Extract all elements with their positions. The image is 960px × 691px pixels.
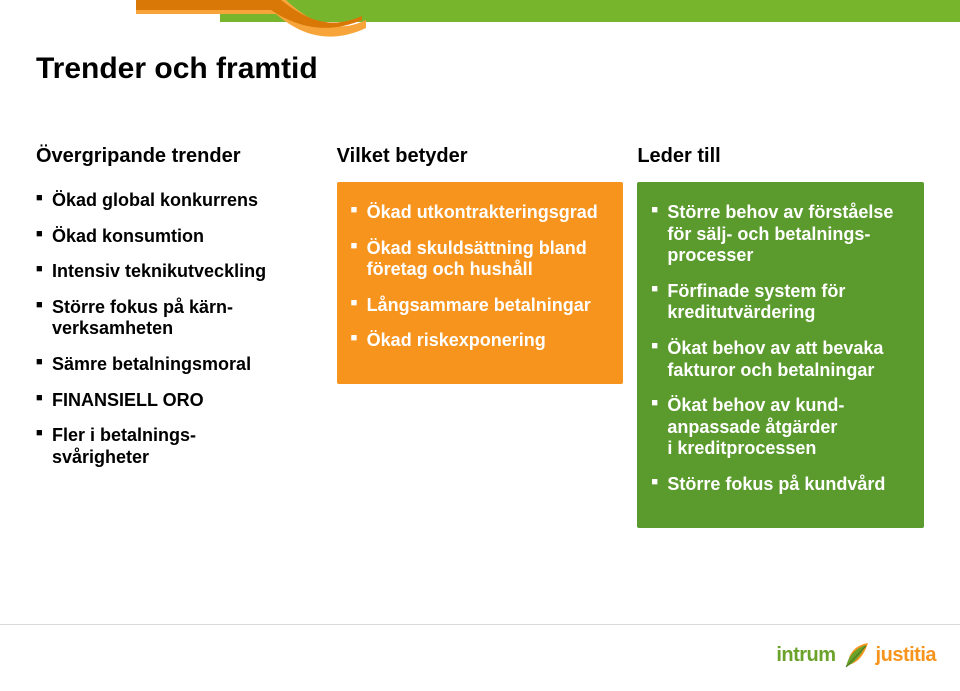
list-item: Intensiv teknikutveckling — [36, 261, 323, 283]
list-item: Ökat behov av kund-anpassade åtgärderi k… — [651, 395, 910, 460]
list-item: Ökad utkontrakteringsgrad — [351, 202, 610, 224]
column-trends: Övergripande trender Ökad global konkurr… — [36, 145, 323, 528]
bullet-list: Ökad global konkurrens Ökad konsumtion I… — [36, 190, 323, 468]
list-item: Större fokus på kundvård — [651, 474, 910, 496]
brand-logo: intrum justitia — [776, 641, 936, 669]
list-item: Förfinade system för kreditutvärdering — [651, 281, 910, 324]
column-heading: Övergripande trender — [36, 145, 323, 168]
header-swoosh-icon — [136, 0, 366, 50]
list-item: Ökad skuldsättning bland företag och hus… — [351, 238, 610, 281]
logo-word-intrum: intrum — [776, 644, 835, 667]
header-band — [0, 0, 960, 36]
logo-word-justitia: justitia — [876, 644, 936, 667]
list-item: Ökat behov av att bevaka fakturor och be… — [651, 338, 910, 381]
list-item: Ökad konsumtion — [36, 226, 323, 248]
leaf-icon — [842, 641, 870, 669]
list-item: Ökad riskexponering — [351, 330, 610, 352]
list-item: Sämre betalningsmoral — [36, 354, 323, 376]
columns-container: Övergripande trender Ökad global konkurr… — [36, 145, 924, 528]
list-item: Större behov av förståelse för sälj- och… — [651, 202, 910, 267]
column-panel: Ökad utkontrakteringsgrad Ökad skuldsätt… — [337, 182, 624, 384]
slide-title: Trender och framtid — [36, 52, 318, 86]
column-means: Vilket betyder Ökad utkontrakteringsgrad… — [337, 145, 624, 528]
column-heading: Vilket betyder — [337, 145, 624, 168]
column-leads-to: Leder till Större behov av förståelse fö… — [637, 145, 924, 528]
list-item: Ökad global konkurrens — [36, 190, 323, 212]
column-heading: Leder till — [637, 145, 924, 168]
list-item: Större fokus på kärn-verksamheten — [36, 297, 323, 340]
list-item: Fler i betalnings-svårigheter — [36, 425, 323, 468]
bullet-list: Ökad utkontrakteringsgrad Ökad skuldsätt… — [351, 202, 610, 352]
column-panel: Större behov av förståelse för sälj- och… — [637, 182, 924, 528]
bullet-list: Större behov av förståelse för sälj- och… — [651, 202, 910, 496]
column-body: Ökad global konkurrens Ökad konsumtion I… — [36, 182, 323, 482]
footer: intrum justitia — [0, 624, 960, 681]
list-item: Långsammare betalningar — [351, 295, 610, 317]
list-item: FINANSIELL ORO — [36, 390, 323, 412]
